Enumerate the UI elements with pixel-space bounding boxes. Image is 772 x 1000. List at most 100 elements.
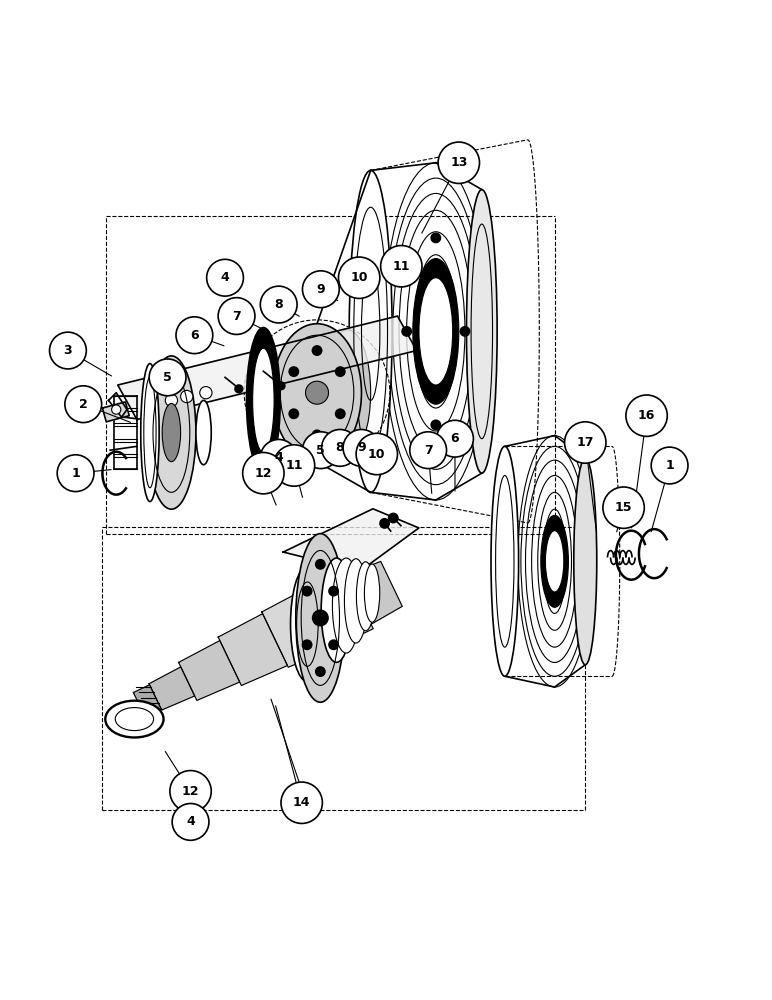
Text: 8: 8 — [336, 441, 344, 454]
Polygon shape — [218, 614, 287, 685]
Ellipse shape — [252, 348, 274, 452]
Text: 7: 7 — [424, 444, 432, 457]
Ellipse shape — [105, 701, 164, 737]
Circle shape — [329, 640, 338, 649]
Circle shape — [322, 429, 358, 466]
Circle shape — [432, 420, 440, 429]
Ellipse shape — [115, 708, 154, 731]
Circle shape — [316, 667, 325, 676]
Circle shape — [260, 286, 297, 323]
Ellipse shape — [333, 558, 360, 653]
Circle shape — [313, 346, 322, 355]
Polygon shape — [347, 561, 402, 624]
Ellipse shape — [246, 328, 280, 473]
Polygon shape — [303, 570, 373, 649]
Polygon shape — [283, 509, 419, 571]
Circle shape — [112, 405, 120, 414]
Circle shape — [336, 409, 345, 418]
Ellipse shape — [321, 558, 352, 662]
Circle shape — [49, 332, 86, 369]
Circle shape — [260, 439, 297, 476]
Ellipse shape — [419, 278, 452, 385]
Text: 4: 4 — [274, 451, 283, 464]
Polygon shape — [103, 402, 129, 422]
Polygon shape — [118, 316, 417, 420]
Circle shape — [170, 771, 212, 812]
Circle shape — [65, 386, 102, 423]
Text: 5: 5 — [163, 371, 172, 384]
Circle shape — [273, 445, 315, 486]
Circle shape — [277, 382, 285, 390]
Ellipse shape — [273, 324, 361, 462]
Text: 11: 11 — [393, 260, 410, 273]
Circle shape — [343, 429, 380, 466]
Ellipse shape — [325, 330, 371, 456]
Polygon shape — [134, 685, 161, 717]
Text: 9: 9 — [357, 441, 366, 454]
Ellipse shape — [349, 170, 392, 492]
Text: 2: 2 — [79, 398, 88, 411]
Polygon shape — [178, 641, 239, 700]
Circle shape — [313, 430, 322, 439]
Text: 14: 14 — [293, 796, 310, 809]
Circle shape — [460, 327, 469, 336]
Circle shape — [380, 519, 389, 528]
Circle shape — [242, 452, 284, 494]
Ellipse shape — [147, 356, 196, 509]
Polygon shape — [149, 667, 195, 710]
Text: 4: 4 — [221, 271, 229, 284]
Text: 17: 17 — [577, 436, 594, 449]
Circle shape — [172, 804, 209, 840]
Text: 12: 12 — [182, 785, 199, 798]
Circle shape — [381, 246, 422, 287]
Text: 1: 1 — [71, 467, 80, 480]
Ellipse shape — [466, 190, 497, 473]
Text: 1: 1 — [665, 459, 674, 472]
Ellipse shape — [290, 567, 324, 682]
Ellipse shape — [413, 259, 459, 404]
Text: 6: 6 — [451, 432, 459, 445]
Text: 4: 4 — [186, 815, 195, 828]
Circle shape — [338, 257, 380, 298]
Circle shape — [303, 271, 339, 308]
Text: 12: 12 — [255, 467, 272, 480]
Text: 7: 7 — [232, 310, 241, 323]
Ellipse shape — [162, 403, 181, 462]
Circle shape — [218, 298, 255, 334]
Circle shape — [336, 367, 345, 376]
Ellipse shape — [491, 446, 519, 676]
Text: 5: 5 — [317, 444, 325, 457]
Ellipse shape — [296, 534, 345, 702]
Circle shape — [652, 447, 688, 484]
Circle shape — [290, 367, 299, 376]
Circle shape — [149, 359, 186, 396]
Circle shape — [290, 409, 299, 418]
Ellipse shape — [541, 515, 568, 607]
Circle shape — [303, 587, 312, 596]
Text: 6: 6 — [190, 329, 198, 342]
Ellipse shape — [344, 559, 367, 643]
Circle shape — [281, 782, 323, 823]
Text: 10: 10 — [368, 448, 385, 461]
Circle shape — [437, 420, 473, 457]
Text: 10: 10 — [350, 271, 368, 284]
Circle shape — [176, 317, 213, 354]
Text: 11: 11 — [286, 459, 303, 472]
Circle shape — [181, 390, 193, 403]
Text: 15: 15 — [615, 501, 632, 514]
Circle shape — [313, 610, 328, 626]
Circle shape — [432, 233, 440, 242]
Circle shape — [303, 432, 339, 469]
Circle shape — [438, 142, 479, 183]
Circle shape — [564, 422, 606, 463]
Ellipse shape — [364, 564, 380, 622]
Ellipse shape — [196, 400, 212, 465]
Circle shape — [329, 587, 338, 596]
Circle shape — [410, 432, 446, 469]
Circle shape — [303, 640, 312, 649]
Circle shape — [165, 394, 178, 406]
Circle shape — [402, 327, 411, 336]
Ellipse shape — [546, 531, 564, 592]
Ellipse shape — [574, 458, 597, 665]
Text: 13: 13 — [450, 156, 468, 169]
